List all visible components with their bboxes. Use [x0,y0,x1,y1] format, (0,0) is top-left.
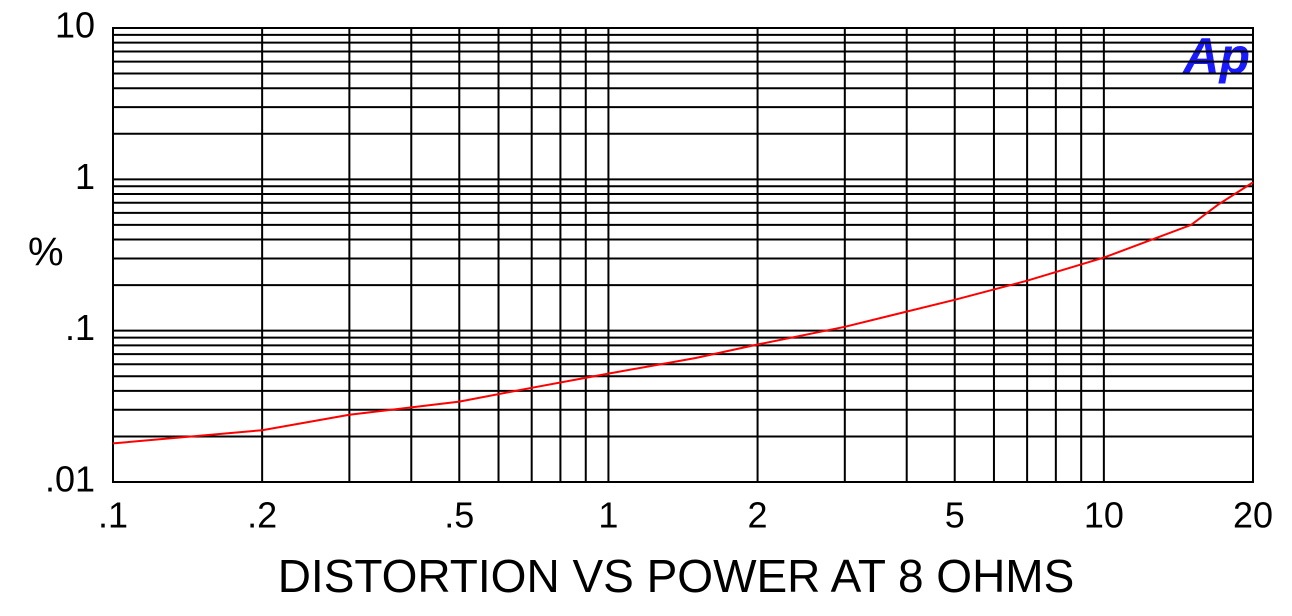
x-tick-label: 1 [598,495,618,536]
plot-frame [112,27,1254,483]
x-tick-label: .2 [247,495,277,536]
data-line [112,181,1254,445]
y-axis-label: % [28,231,64,275]
y-tick-label: .1 [65,307,95,348]
x-tick-label: 2 [748,495,768,536]
x-tick-label: .5 [444,495,474,536]
x-axis-label: DISTORTION VS POWER AT 8 OHMS [278,550,1075,602]
x-tick-label: 10 [1084,495,1124,536]
x-tick-label: .1 [98,495,128,536]
y-tick-label: 10 [55,5,95,46]
y-tick-label: .01 [45,459,95,500]
x-tick-label: 20 [1233,495,1273,536]
x-tick-label: 5 [945,495,965,536]
logo: Ap [1181,28,1250,84]
y-tick-label: 1 [75,156,95,197]
